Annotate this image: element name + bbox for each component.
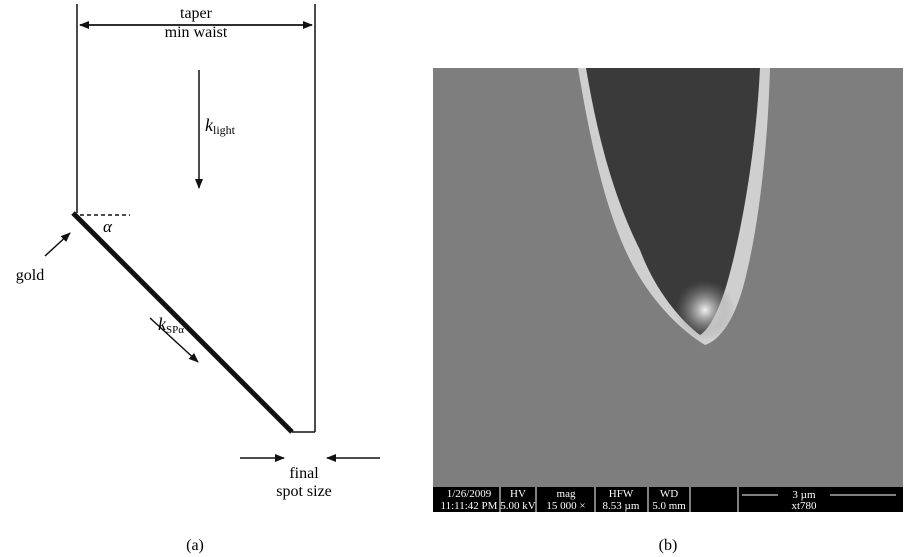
sem-info: 5.0 mm [652, 500, 686, 512]
sem-info: 11:11:42 PM [441, 500, 498, 512]
caption: (b) [659, 537, 678, 554]
tip-glow [675, 280, 735, 340]
sem-info: 8.53 µm [603, 500, 640, 512]
sem-info: mag [557, 488, 576, 500]
sem-info: HV [510, 488, 526, 500]
label: α [103, 217, 113, 236]
sem-info: 1/26/2009 [447, 488, 492, 500]
sem-info: HFW [609, 488, 634, 500]
gold-facet [73, 213, 292, 432]
label: gold [16, 267, 44, 284]
subscript: SPα [166, 324, 184, 336]
panel-a [45, 4, 380, 458]
sem-info: xt780 [791, 500, 817, 512]
sem-info: 15 000 × [546, 500, 585, 512]
gold-arrow [45, 233, 70, 256]
label: klight [205, 115, 236, 137]
sem-info: WD [660, 488, 678, 500]
figure: taper min waist klight α gold kSPα final… [0, 0, 906, 557]
label: spot size [276, 483, 332, 500]
label: final [289, 465, 319, 482]
sem-image: 1/26/2009 11:11:42 PM HV 5.00 kV mag 15 … [433, 68, 903, 512]
label: min waist [165, 24, 228, 41]
subscript: light [213, 123, 236, 137]
label: taper [180, 5, 213, 22]
sem-info: 5.00 kV [500, 500, 536, 512]
caption: (a) [186, 537, 204, 554]
